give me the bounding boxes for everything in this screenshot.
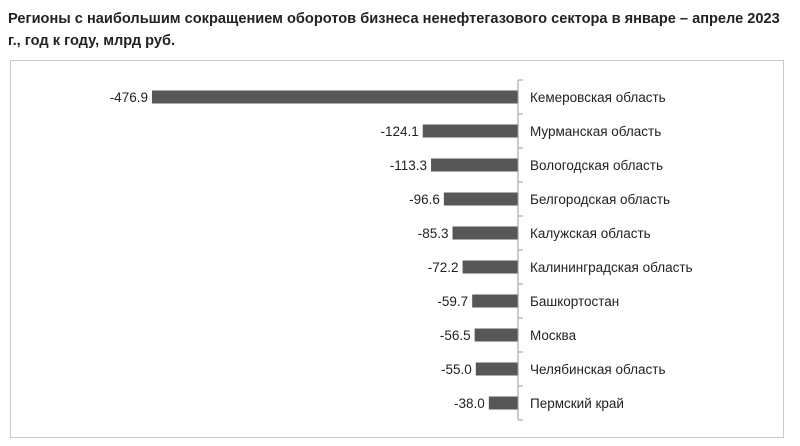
- category-label: Челябинская область: [530, 362, 665, 377]
- value-label: -56.5: [440, 328, 471, 343]
- category-label: Белгородская область: [530, 192, 670, 207]
- category-label: Башкортостан: [530, 294, 619, 309]
- category-label: Вологодская область: [530, 158, 663, 173]
- value-label: -96.6: [409, 192, 440, 207]
- category-labels-group: Кемеровская область Мурманская область Вол…: [530, 90, 693, 411]
- bars-group: [151, 90, 518, 410]
- value-label: -38.0: [454, 396, 485, 411]
- bar: [422, 124, 518, 138]
- category-label: Калининградская область: [530, 260, 693, 275]
- bar: [474, 328, 518, 342]
- bar: [431, 158, 518, 172]
- bar: [151, 90, 518, 104]
- value-labels-group: -476.9 -124.1 -113.3 -96.6 -85.3 -72.2 -59.7 -5…: [110, 90, 485, 411]
- bar: [462, 260, 518, 274]
- chart-title: Регионы с наибольшим сокращением оборото…: [8, 11, 780, 49]
- value-label: -72.2: [428, 260, 459, 275]
- category-label: Пермский край: [530, 396, 624, 411]
- category-label: Мурманская область: [530, 124, 661, 139]
- bar: [452, 226, 518, 240]
- category-label: Калужская область: [530, 226, 651, 241]
- value-label: -113.3: [390, 158, 427, 173]
- chart-frame: [10, 60, 784, 438]
- value-label: -55.0: [441, 362, 472, 377]
- axis-group: [517, 79, 523, 421]
- bar: [472, 294, 518, 308]
- bar: [475, 362, 518, 376]
- value-label: -85.3: [418, 226, 449, 241]
- bar: [443, 192, 518, 206]
- category-label: Кемеровская область: [530, 90, 666, 105]
- category-label: Москва: [530, 328, 577, 343]
- value-label: -476.9: [110, 90, 148, 105]
- value-label: -124.1: [380, 124, 418, 139]
- value-label: -59.7: [437, 294, 468, 309]
- bar: [488, 396, 518, 410]
